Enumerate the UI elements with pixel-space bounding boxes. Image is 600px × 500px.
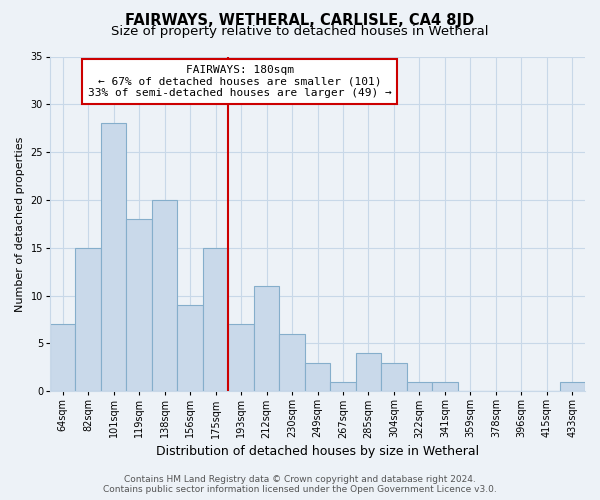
- Text: Size of property relative to detached houses in Wetheral: Size of property relative to detached ho…: [111, 25, 489, 38]
- Bar: [203, 248, 229, 391]
- Bar: [560, 382, 585, 391]
- X-axis label: Distribution of detached houses by size in Wetheral: Distribution of detached houses by size …: [156, 444, 479, 458]
- Bar: [229, 324, 254, 391]
- Bar: [381, 362, 407, 391]
- Bar: [279, 334, 305, 391]
- Bar: [101, 124, 127, 391]
- Bar: [178, 305, 203, 391]
- Bar: [330, 382, 356, 391]
- Bar: [127, 219, 152, 391]
- Text: Contains HM Land Registry data © Crown copyright and database right 2024.: Contains HM Land Registry data © Crown c…: [124, 475, 476, 484]
- Bar: [50, 324, 76, 391]
- Bar: [356, 353, 381, 391]
- Text: Contains public sector information licensed under the Open Government Licence v3: Contains public sector information licen…: [103, 485, 497, 494]
- Bar: [254, 286, 279, 391]
- Bar: [152, 200, 178, 391]
- Text: FAIRWAYS, WETHERAL, CARLISLE, CA4 8JD: FAIRWAYS, WETHERAL, CARLISLE, CA4 8JD: [125, 12, 475, 28]
- Bar: [432, 382, 458, 391]
- Text: FAIRWAYS: 180sqm
← 67% of detached houses are smaller (101)
33% of semi-detached: FAIRWAYS: 180sqm ← 67% of detached house…: [88, 65, 392, 98]
- Y-axis label: Number of detached properties: Number of detached properties: [15, 136, 25, 312]
- Bar: [76, 248, 101, 391]
- Bar: [407, 382, 432, 391]
- Bar: [305, 362, 330, 391]
